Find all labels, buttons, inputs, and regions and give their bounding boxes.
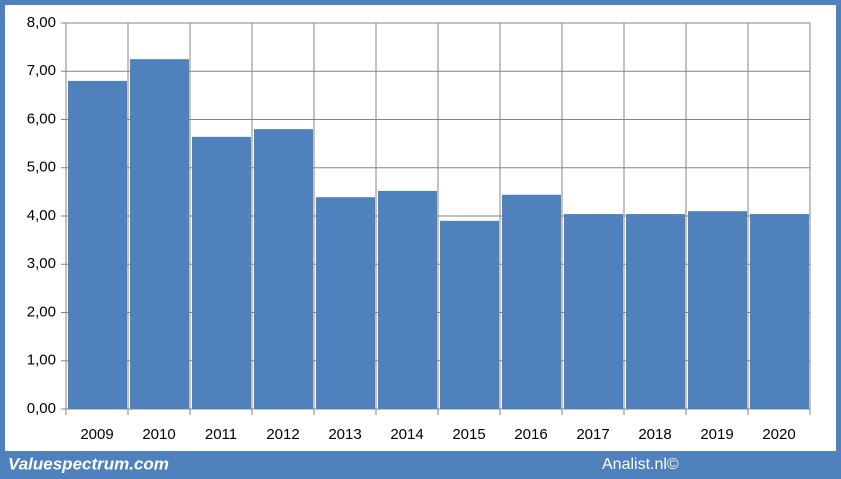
x-tick-label: 2013 — [328, 426, 361, 443]
y-tick-label: 8,00 — [27, 14, 56, 31]
x-tick-label: 2015 — [452, 426, 485, 443]
y-tick-label: 1,00 — [27, 352, 56, 369]
x-tick-label: 2009 — [80, 426, 113, 443]
x-tick-label: 2019 — [700, 426, 733, 443]
bar — [564, 214, 623, 409]
x-tick-label: 2020 — [762, 426, 795, 443]
x-tick-label: 2012 — [266, 426, 299, 443]
plot: 0,00 1,00 2,00 3,00 4,00 5,00 6,00 7,00 8,00 2009… — [27, 14, 811, 443]
bar — [626, 214, 685, 409]
x-tick-label: 2010 — [142, 426, 175, 443]
bar — [192, 136, 251, 409]
bar — [254, 129, 313, 409]
y-tick-label: 7,00 — [27, 62, 56, 79]
footer-right: Analist.nl© — [602, 456, 679, 473]
bar — [750, 214, 809, 409]
x-tick-label: 2018 — [638, 426, 671, 443]
x-tick-label: 2011 — [205, 426, 237, 443]
y-tick-label: 2,00 — [27, 303, 56, 320]
y-tick-label: 4,00 — [27, 207, 56, 224]
y-tick-label: 3,00 — [27, 255, 56, 272]
x-tick-label: 2014 — [390, 426, 423, 443]
y-tick-label: 6,00 — [27, 110, 56, 127]
y-tick-label: 5,00 — [27, 159, 56, 176]
bar — [502, 194, 561, 409]
footer-left: Valuespectrum.com — [8, 454, 169, 473]
y-tick-label: 0,00 — [27, 400, 56, 417]
bar — [378, 190, 437, 409]
x-tick-label: 2017 — [576, 426, 609, 443]
bar — [68, 80, 127, 410]
bar — [130, 59, 189, 409]
bar — [688, 211, 747, 409]
bar — [440, 220, 499, 409]
x-tick-label: 2016 — [514, 426, 547, 443]
bar — [316, 197, 375, 409]
